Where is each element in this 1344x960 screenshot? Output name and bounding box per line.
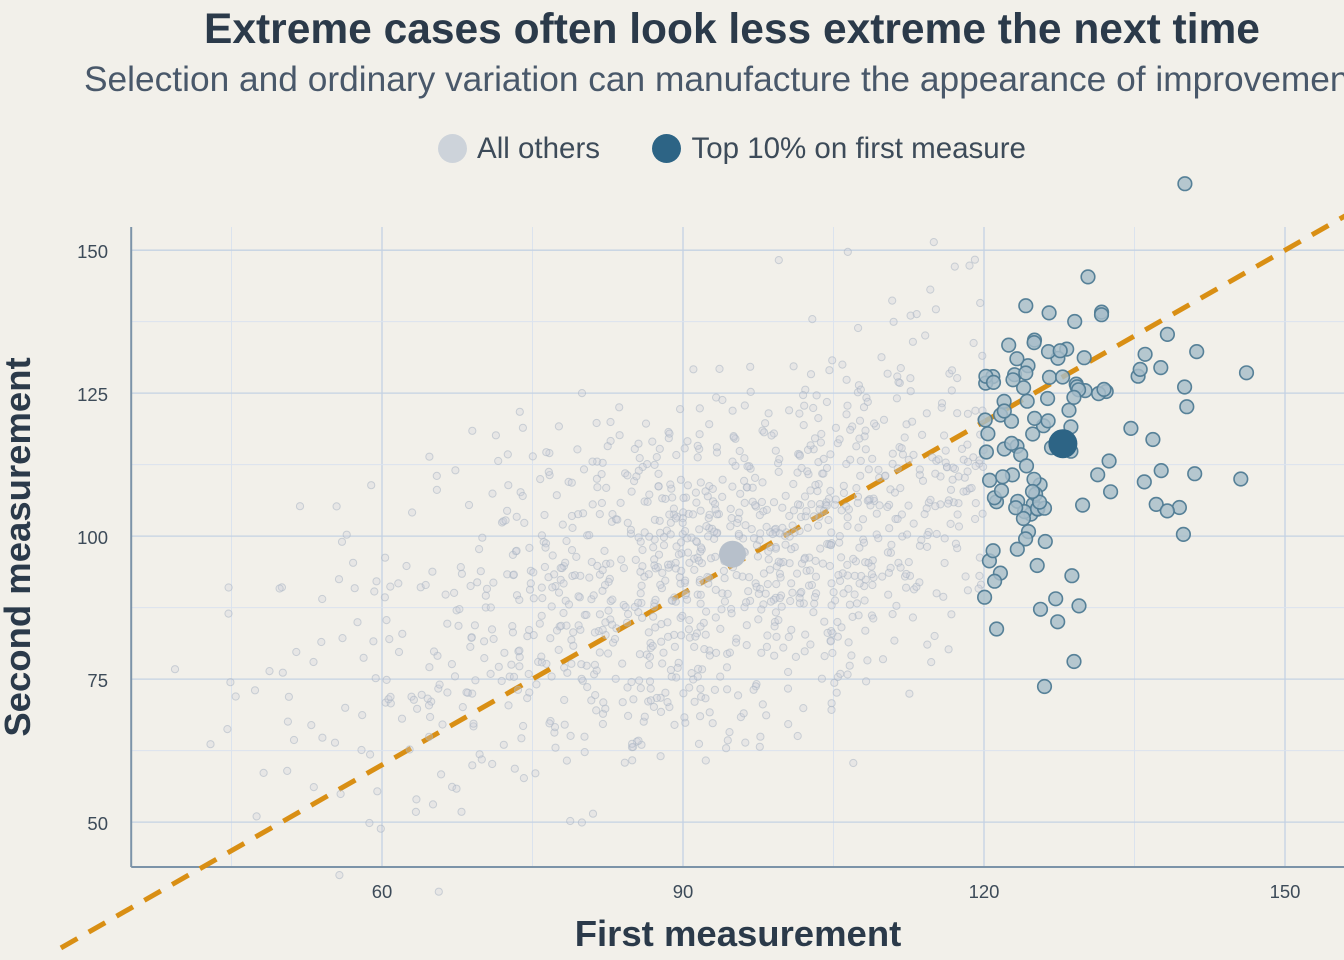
svg-text:150: 150 xyxy=(1270,881,1301,902)
svg-text:Second measurement: Second measurement xyxy=(0,357,38,736)
svg-text:50: 50 xyxy=(87,813,108,834)
svg-text:60: 60 xyxy=(372,881,393,902)
svg-text:150: 150 xyxy=(77,241,108,262)
svg-text:First measurement: First measurement xyxy=(575,913,902,954)
svg-text:90: 90 xyxy=(673,881,694,902)
svg-text:125: 125 xyxy=(77,384,108,405)
svg-text:100: 100 xyxy=(77,527,108,548)
svg-text:120: 120 xyxy=(969,881,1000,902)
svg-text:75: 75 xyxy=(87,670,108,691)
